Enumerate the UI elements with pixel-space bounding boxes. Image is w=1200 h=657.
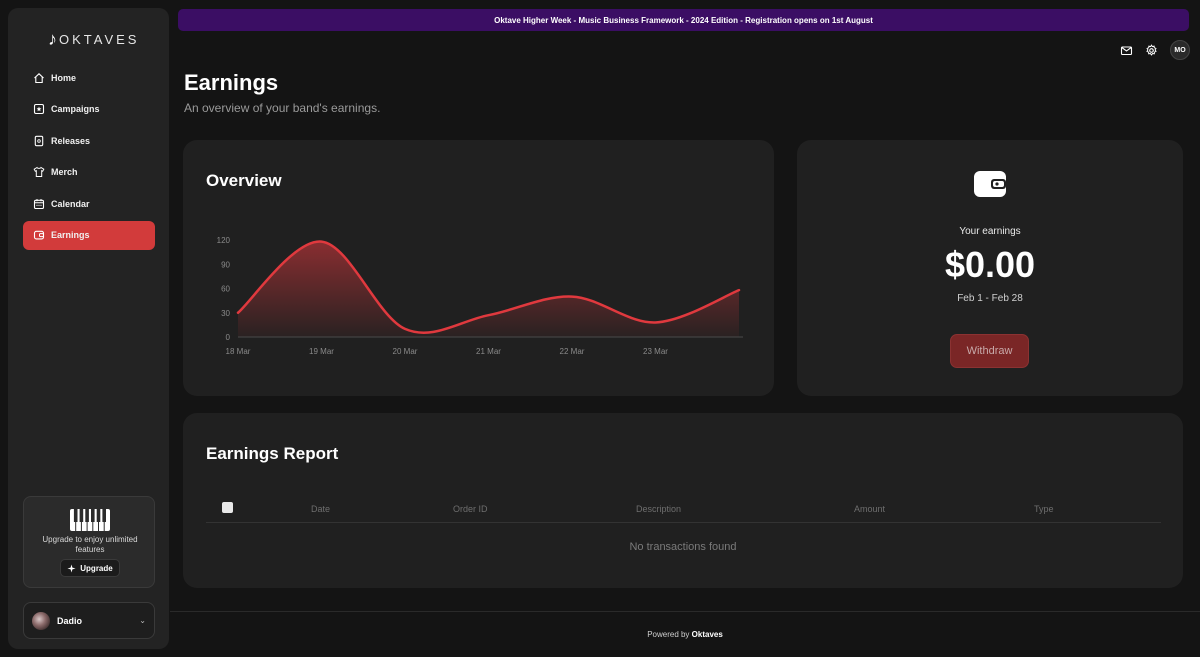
sidebar-item-calendar[interactable]: Calendar — [23, 189, 155, 218]
logo-text: OKTAVES — [59, 32, 140, 47]
sidebar-item-campaigns[interactable]: Campaigns — [23, 95, 155, 124]
table-header: Date Order ID Description Amount Type — [206, 499, 1161, 523]
profile-avatar[interactable]: MO — [1170, 40, 1190, 60]
overview-title: Overview — [206, 171, 282, 190]
wallet-icon — [974, 171, 1006, 197]
wallet-icon — [33, 231, 45, 240]
avatar — [32, 611, 50, 630]
sidebar-item-releases[interactable]: Releases — [23, 126, 155, 155]
announcement-banner[interactable]: Oktave Higher Week - Music Business Fram… — [178, 9, 1189, 31]
earnings-report-card: Earnings Report Date Order ID Descriptio… — [183, 413, 1183, 588]
logo[interactable]: ♪ OKTAVES — [48, 30, 139, 48]
x-tick-label: 22 Mar — [560, 347, 585, 356]
gear-icon[interactable] — [1145, 43, 1158, 57]
upgrade-button-label: Upgrade — [80, 563, 113, 573]
y-tick-label: 0 — [226, 333, 231, 342]
sidebar-item-merch[interactable]: Merch — [23, 158, 155, 187]
footer-prefix: Powered by — [647, 630, 690, 639]
footer-divider — [170, 611, 1200, 612]
y-tick-label: 30 — [221, 309, 230, 318]
y-tick-label: 90 — [221, 260, 230, 269]
document-icon — [34, 135, 44, 146]
banner-text: Oktave Higher Week - Music Business Fram… — [494, 15, 873, 25]
y-tick-label: 120 — [217, 236, 231, 245]
x-tick-label: 18 Mar — [226, 347, 251, 356]
sidebar-item-label: Merch — [51, 167, 78, 178]
sidebar-item-home[interactable]: Home — [23, 63, 155, 92]
sidebar-item-label: Home — [51, 72, 77, 83]
star-box-icon — [33, 104, 45, 115]
column-order-id[interactable]: Order ID — [453, 504, 488, 514]
upgrade-button[interactable]: Upgrade — [60, 559, 120, 577]
sidebar-item-label: Calendar — [51, 198, 90, 209]
x-tick-label: 21 Mar — [476, 347, 501, 356]
sidebar-nav: Home Campaigns Releases Merch Calendar E… — [23, 63, 155, 253]
y-tick-label: 60 — [221, 285, 230, 294]
sidebar-item-label: Earnings — [51, 230, 90, 241]
page-subtitle: An overview of your band's earnings. — [184, 101, 381, 115]
header-actions: MO — [1120, 40, 1190, 60]
user-name: Dadio — [57, 615, 83, 626]
piano-icon — [70, 509, 110, 531]
upgrade-card: Upgrade to enjoy unlimited features Upgr… — [23, 496, 155, 588]
chart-series-line — [236, 240, 741, 334]
sidebar-item-earnings[interactable]: Earnings — [23, 220, 155, 250]
chevron-down-icon: ⌄ — [139, 616, 146, 625]
footer: Powered by Oktaves — [170, 630, 1200, 639]
sidebar-item-label: Releases — [51, 135, 91, 146]
sidebar-item-label: Campaigns — [51, 104, 100, 115]
empty-state: No transactions found — [629, 541, 737, 553]
mail-icon[interactable] — [1120, 44, 1133, 57]
upgrade-text: Upgrade to enjoy unlimited features — [42, 535, 138, 554]
earnings-amount: $0.00 — [944, 244, 1036, 285]
column-date[interactable]: Date — [311, 504, 331, 514]
report-title: Earnings Report — [206, 444, 339, 463]
sidebar: ♪ OKTAVES Home Campaigns Releases Merch … — [8, 8, 169, 649]
music-note-icon: ♪ — [48, 29, 57, 49]
column-type[interactable]: Type — [1034, 504, 1054, 514]
chart-area-fill — [238, 241, 739, 337]
withdraw-button[interactable]: Withdraw — [950, 334, 1029, 368]
column-amount[interactable]: Amount — [854, 504, 886, 514]
select-all-checkbox[interactable] — [222, 502, 233, 513]
earnings-summary-card: Your earnings $0.00 Feb 1 - Feb 28 Withd… — [797, 140, 1183, 396]
earnings-date-range: Feb 1 - Feb 28 — [957, 293, 1023, 304]
earnings-label: Your earnings — [959, 226, 1021, 237]
x-tick-label: 19 Mar — [309, 347, 334, 356]
page-title: Earnings — [184, 70, 279, 95]
sparkle-icon — [67, 563, 76, 573]
x-tick-label: 23 Mar — [643, 347, 668, 356]
footer-brand[interactable]: Oktaves — [691, 630, 723, 639]
calendar-icon — [33, 198, 45, 209]
x-tick-label: 20 Mar — [393, 347, 418, 356]
overview-card: Overview 0 30 60 90 120 18 Mar 19 Mar 20 Mar 21 … — [183, 140, 774, 396]
tshirt-icon — [33, 167, 45, 178]
column-description[interactable]: Description — [636, 504, 682, 514]
home-icon — [34, 72, 44, 83]
earnings-chart: 0 30 60 90 120 18 Mar 19 Mar 20 Mar 21 Mar 22 Mar… — [217, 236, 743, 356]
user-menu[interactable]: Dadio ⌄ — [23, 602, 155, 639]
